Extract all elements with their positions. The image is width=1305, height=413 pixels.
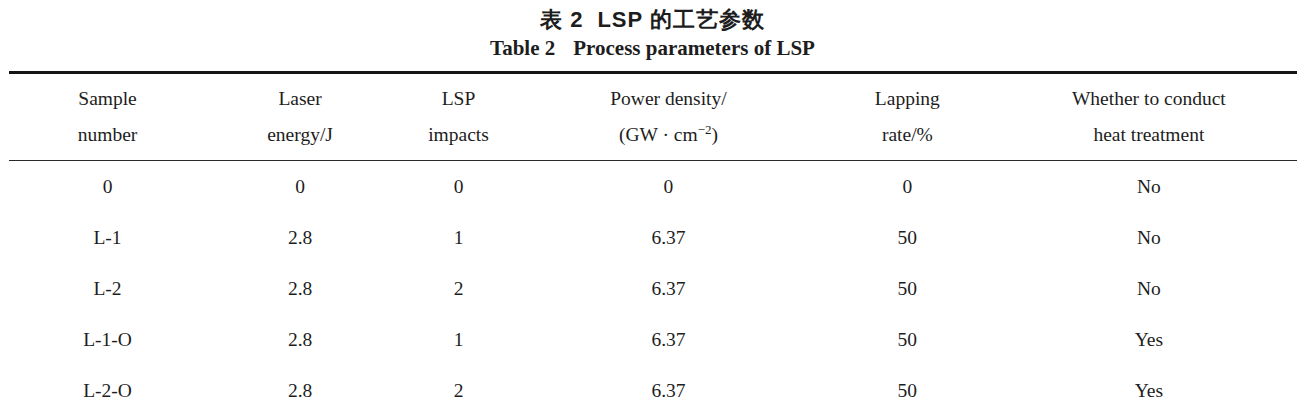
table-caption: 表 2 LSP 的工艺参数 Table 2 Process parameters o…: [0, 0, 1305, 63]
header-line: number: [9, 117, 206, 153]
header-line: Whether to conduct: [1001, 81, 1297, 117]
header-line: Power density/: [523, 81, 814, 117]
cell-lapping-rate: 50: [814, 212, 1001, 263]
table-header: Sample number Laser energy/J LSP impacts…: [9, 73, 1297, 161]
cell-heat-treatment: Yes: [1001, 365, 1297, 413]
table-row: L-2 2.8 2 6.37 50 No: [9, 263, 1297, 314]
header-line: Laser: [206, 81, 394, 117]
header-line: Lapping: [814, 81, 1001, 117]
cell-lsp-impacts: 2: [394, 263, 523, 314]
parameters-table: Sample number Laser energy/J LSP impacts…: [9, 71, 1297, 413]
cell-lsp-impacts: 2: [394, 365, 523, 413]
table-row: L-1 2.8 1 6.37 50 No: [9, 212, 1297, 263]
cell-laser-energy: 2.8: [206, 263, 394, 314]
header-line: impacts: [394, 117, 523, 153]
table-row: L-1-O 2.8 1 6.37 50 Yes: [9, 314, 1297, 365]
cell-laser-energy: 2.8: [206, 314, 394, 365]
header-line: LSP: [394, 81, 523, 117]
table-row: 0 0 0 0 0 No: [9, 161, 1297, 213]
document-page: 表 2 LSP 的工艺参数 Table 2 Process parameters o…: [0, 0, 1305, 413]
col-header-power-density: Power density/ (GW · cm−2): [523, 73, 814, 161]
header-line: energy/J: [206, 117, 394, 153]
col-header-lsp-impacts: LSP impacts: [394, 73, 523, 161]
table-header-row: Sample number Laser energy/J LSP impacts…: [9, 73, 1297, 161]
table-row: L-2-O 2.8 2 6.37 50 Yes: [9, 365, 1297, 413]
cell-laser-energy: 0: [206, 161, 394, 213]
cell-sample-number: L-1-O: [9, 314, 206, 365]
cell-lsp-impacts: 0: [394, 161, 523, 213]
cell-lapping-rate: 0: [814, 161, 1001, 213]
cell-lapping-rate: 50: [814, 365, 1001, 413]
cell-laser-energy: 2.8: [206, 365, 394, 413]
cell-power-density: 6.37: [523, 365, 814, 413]
cell-power-density: 0: [523, 161, 814, 213]
cell-power-density: 6.37: [523, 263, 814, 314]
col-header-heat-treatment: Whether to conduct heat treatment: [1001, 73, 1297, 161]
header-line: Sample: [9, 81, 206, 117]
table-caption-zh-text: LSP 的工艺参数: [597, 7, 765, 32]
table-caption-en-text: Process parameters of LSP: [573, 36, 815, 60]
parameters-table-container: Sample number Laser energy/J LSP impacts…: [9, 71, 1297, 413]
cell-lapping-rate: 50: [814, 314, 1001, 365]
cell-heat-treatment: No: [1001, 161, 1297, 213]
cell-sample-number: L-2: [9, 263, 206, 314]
header-line: heat treatment: [1001, 117, 1297, 153]
cell-heat-treatment: No: [1001, 212, 1297, 263]
header-line-unit: (GW · cm−2): [523, 117, 814, 153]
cell-sample-number: L-2-O: [9, 365, 206, 413]
cell-lsp-impacts: 1: [394, 314, 523, 365]
cell-lsp-impacts: 1: [394, 212, 523, 263]
cell-laser-energy: 2.8: [206, 212, 394, 263]
header-line: rate/%: [814, 117, 1001, 153]
cell-sample-number: 0: [9, 161, 206, 213]
cell-heat-treatment: Yes: [1001, 314, 1297, 365]
unit-suffix: ): [711, 124, 718, 145]
table-caption-zh-label: 表 2: [540, 7, 583, 32]
cell-sample-number: L-1: [9, 212, 206, 263]
cell-heat-treatment: No: [1001, 263, 1297, 314]
col-header-laser-energy: Laser energy/J: [206, 73, 394, 161]
table-caption-en-label: Table 2: [490, 36, 555, 60]
cell-lapping-rate: 50: [814, 263, 1001, 314]
unit-superscript: −2: [698, 122, 712, 137]
col-header-sample-number: Sample number: [9, 73, 206, 161]
cell-power-density: 6.37: [523, 314, 814, 365]
table-body: 0 0 0 0 0 No L-1 2.8 1 6.37 50 No L-2: [9, 161, 1297, 413]
col-header-lapping-rate: Lapping rate/%: [814, 73, 1001, 161]
table-caption-english: Table 2 Process parameters of LSP: [0, 34, 1305, 63]
cell-power-density: 6.37: [523, 212, 814, 263]
unit-prefix: (GW · cm: [619, 124, 698, 145]
table-caption-chinese: 表 2 LSP 的工艺参数: [0, 5, 1305, 34]
